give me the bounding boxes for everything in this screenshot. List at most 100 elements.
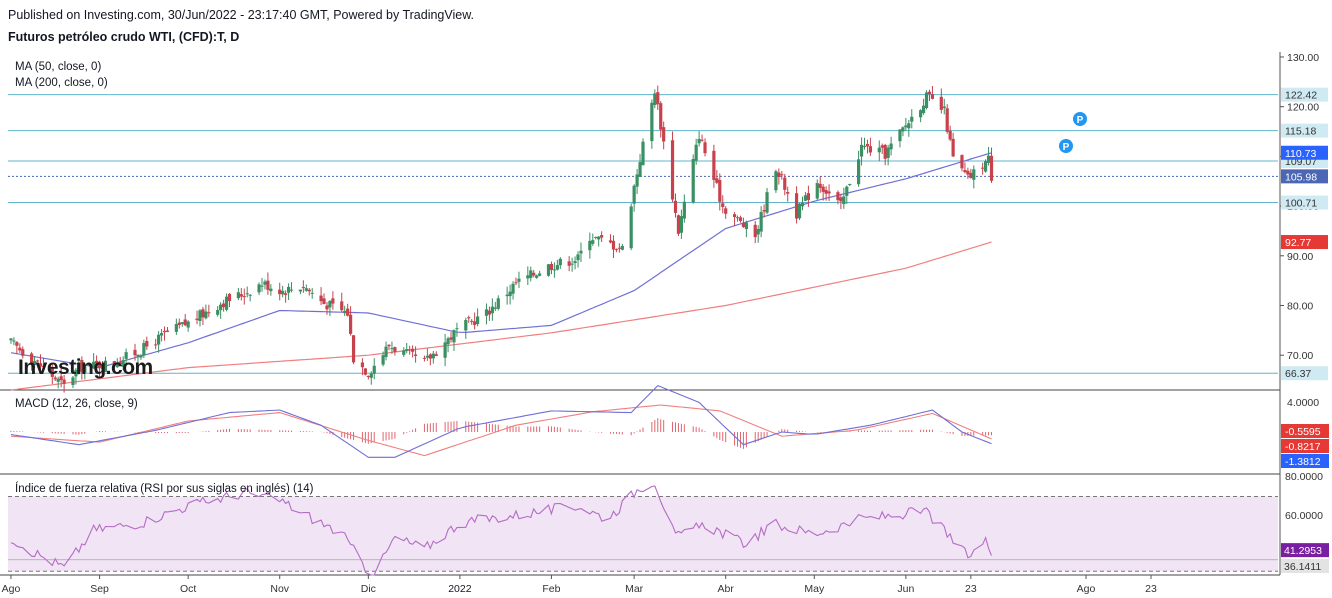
candle [224,296,229,310]
candle [555,265,559,270]
macd-signal-line [10,404,992,457]
candle [216,309,220,315]
candle [818,183,822,188]
candle [346,308,350,316]
candle [118,362,122,365]
candle [924,92,929,109]
candle [945,108,949,132]
x-tick-label: 23 [1145,583,1157,595]
candle [783,177,787,190]
rsi-value-tag-label: 41.2953 [1284,545,1322,557]
candle [886,147,890,158]
candle [656,92,660,105]
candle [620,246,624,250]
candle [260,285,264,287]
event-marker-icon[interactable] [1073,112,1087,126]
candle [712,150,716,180]
candle [83,366,87,373]
candle [59,376,63,381]
candle [411,348,415,352]
candle [549,263,554,270]
candle [219,304,223,311]
candle [464,320,468,331]
candle [673,200,678,213]
candle [62,379,66,384]
candle [408,349,412,351]
candle [839,197,843,202]
candle [744,222,748,230]
candle [467,317,471,319]
rsi-line [10,485,993,576]
candle [281,290,285,295]
candle [248,294,252,296]
candle [883,144,887,159]
rsi-legend: Índice de fuerza relativa (RSI por sus s… [15,483,314,495]
candle [452,330,456,343]
candle [183,319,187,326]
macd-value-tag-label: -0.8217 [1285,441,1321,453]
candle [186,321,190,328]
candle [322,298,326,305]
candle [157,334,161,345]
candle [508,291,512,297]
candle [960,155,964,169]
candle [77,362,81,371]
investing-logo: Investing.com [18,356,153,379]
candle [476,316,480,325]
price-tag-label: 105.98 [1285,171,1317,183]
candle [289,289,294,291]
candle [154,344,158,346]
price-tag-label: 92.77 [1285,237,1311,249]
candle [859,144,864,157]
event-marker-letter: P [1063,142,1070,153]
candle [930,94,935,99]
x-tick-label: Ago [2,583,21,595]
ma50-legend: MA (50, close, 0) [15,61,102,73]
candle [629,206,633,249]
candle [18,347,22,351]
candle [514,282,518,284]
candle [115,364,119,368]
level-tag [1281,366,1328,381]
candle [676,215,681,234]
candle [576,254,580,261]
candle [877,147,881,153]
candle [56,378,60,382]
candle [546,264,551,276]
candle [133,349,137,356]
price-tag [1281,235,1328,250]
level-tag-label: 122.42 [1285,90,1317,102]
candle [455,328,459,330]
price-tag-label: 110.73 [1285,148,1316,160]
candle [800,202,805,207]
event-marker-icon[interactable] [1059,139,1073,153]
candle [638,162,642,177]
candle [898,129,902,142]
candle [174,323,178,332]
candle [694,144,698,161]
candle [222,303,226,308]
candle [266,280,270,290]
candle [304,288,308,291]
candle [670,140,675,200]
candle [286,286,291,293]
candle [484,309,489,316]
candle [927,91,932,95]
x-tick-label: 2022 [448,583,472,595]
candle [753,224,757,238]
candle [659,103,663,130]
candle [552,269,556,271]
candle [738,217,743,221]
candle [301,287,305,289]
candle [889,143,893,150]
candle [641,141,645,166]
candle [697,138,701,144]
candle [490,306,494,314]
candle [387,344,391,347]
candle [989,155,994,181]
candle [786,192,790,194]
candle [756,228,760,235]
candle [80,360,84,373]
ma50-line [10,152,992,369]
